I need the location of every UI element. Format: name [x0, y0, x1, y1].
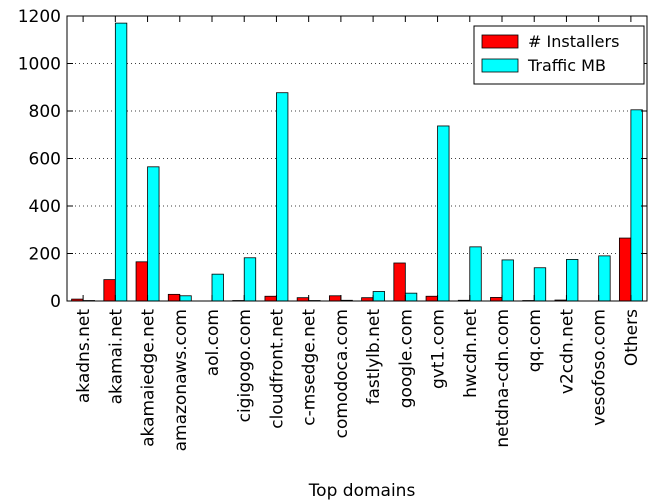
- bar-traffic: [437, 125, 450, 302]
- y-tick-label: 600: [29, 150, 61, 170]
- bar-traffic: [566, 259, 579, 302]
- x-tick-label: akamai.net: [106, 309, 126, 405]
- x-tick-label: hwcdn.net: [461, 309, 481, 398]
- x-tick-label: cloudfront.net: [267, 309, 287, 429]
- legend-label: # Installers: [528, 32, 619, 51]
- x-tick-label: v2cdn.net: [557, 309, 577, 394]
- bar-traffic: [211, 273, 224, 302]
- legend-label: Traffic MB: [527, 56, 606, 75]
- y-axis-ticks: 0 200 400 600 800 1000 1200: [18, 7, 647, 312]
- bar-traffic: [114, 22, 128, 302]
- legend-swatch: [481, 58, 519, 73]
- bar-installers: [103, 279, 116, 302]
- x-axis-label: Top domains: [308, 481, 416, 501]
- y-tick-label: 400: [29, 197, 61, 217]
- x-tick-label: c-msedge.net: [300, 309, 320, 426]
- x-tick-label: vesofoso.com: [590, 309, 610, 426]
- y-tick-label: 1200: [18, 7, 61, 27]
- bars: [71, 22, 643, 302]
- bar-installers: [328, 295, 342, 302]
- x-tick-label: akadns.net: [74, 309, 94, 403]
- bar-traffic: [501, 259, 514, 302]
- bar-traffic: [404, 292, 418, 302]
- x-tick-label: netdna-cdn.com: [493, 309, 513, 448]
- bar-installers: [264, 295, 277, 302]
- bar-installers: [425, 295, 438, 302]
- x-tick-label: google.com: [396, 309, 416, 408]
- bar-installers: [490, 297, 503, 302]
- bar-traffic: [243, 257, 257, 302]
- x-tick-label: gvt1.com: [429, 309, 449, 389]
- x-tick-label: aol.com: [203, 309, 223, 376]
- y-tick-label: 800: [29, 102, 61, 122]
- bar-traffic: [469, 246, 482, 302]
- y-tick-label: 1000: [18, 55, 61, 75]
- x-tick-label: cigigogo.com: [235, 309, 255, 422]
- bar-traffic: [598, 255, 611, 302]
- bar-traffic: [372, 291, 386, 302]
- x-tick-label: qq.com: [525, 309, 545, 372]
- legend: # Installers Traffic MB: [473, 25, 645, 85]
- x-tick-label: comodoca.com: [332, 309, 352, 438]
- x-tick-label: Others: [622, 309, 642, 366]
- x-tick-label: akamaiedge.net: [139, 309, 159, 447]
- bar-traffic: [276, 92, 289, 302]
- bar-traffic: [147, 166, 160, 302]
- bar-installers: [393, 262, 406, 302]
- y-tick-label: 200: [29, 245, 61, 265]
- x-tick-label: amazonaws.com: [171, 309, 191, 451]
- bar-installers: [135, 261, 148, 302]
- bar-traffic: [179, 295, 192, 302]
- gridlines: [67, 63, 647, 254]
- bar-installers: [167, 293, 181, 302]
- x-tick-label: fastlylb.net: [364, 309, 384, 405]
- y-tick-label: 0: [50, 292, 61, 312]
- bar-traffic: [533, 267, 547, 302]
- x-axis-ticks: akadns.net akamai.net akamaiedge.net amazon…: [74, 16, 642, 451]
- legend-swatch: [481, 34, 519, 49]
- bar-traffic: [630, 109, 643, 302]
- bar-installers: [618, 237, 632, 302]
